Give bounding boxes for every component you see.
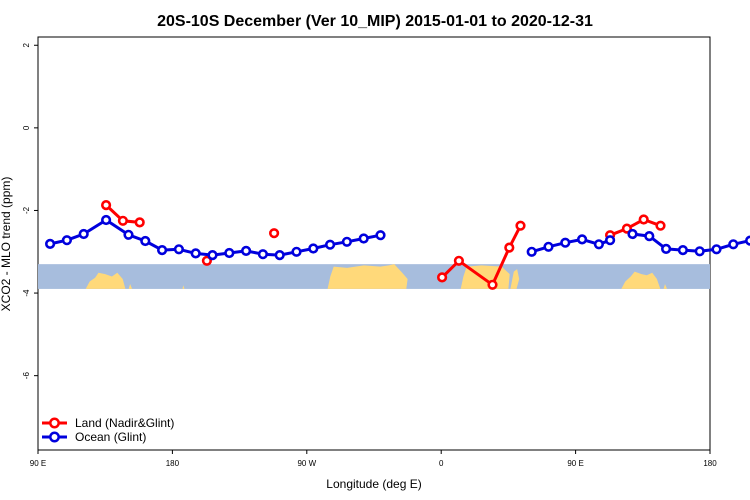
data-point <box>274 250 285 261</box>
legend-marker-ocean <box>49 431 60 443</box>
y-axis-ticks: 2 0 -2 -4 -6 <box>22 42 38 379</box>
data-point <box>660 243 672 254</box>
data-point <box>134 217 145 228</box>
data-point <box>100 200 112 211</box>
y-axis-label: XCO2 - MLO trend (ppm) <box>0 177 13 312</box>
data-point <box>325 239 336 250</box>
data-point <box>291 246 302 257</box>
y-tick: 2 <box>22 42 38 47</box>
land-strip <box>85 264 667 289</box>
data-point <box>117 215 128 226</box>
data-point <box>157 245 168 256</box>
y-tick: -4 <box>22 289 38 297</box>
data-point <box>453 255 465 266</box>
data-point <box>123 229 134 240</box>
x-axis-label: Longitude (deg E) <box>326 477 421 491</box>
legend-marker-land <box>49 417 60 429</box>
legend-item-ocean: Ocean (Glint) <box>42 430 146 444</box>
series-land <box>100 200 666 290</box>
data-point <box>515 220 526 231</box>
data-point <box>241 245 252 256</box>
data-point <box>711 244 722 255</box>
x-tick-label: 90 E <box>30 459 46 468</box>
data-point <box>341 236 353 247</box>
data-point <box>173 244 184 255</box>
x-tick-label: 180 <box>166 459 180 468</box>
series-ocean <box>44 214 750 261</box>
data-point <box>487 279 498 290</box>
series-layer <box>44 200 750 290</box>
x-tick-label: 90 E <box>567 459 583 468</box>
data-point <box>375 230 386 241</box>
x-tick: 180 <box>703 450 717 468</box>
data-point <box>576 234 588 245</box>
x-tick-label: 0 <box>439 459 444 468</box>
y-tick-label: 2 <box>22 42 31 47</box>
data-point <box>358 233 369 244</box>
x-tick: 0 <box>439 450 444 468</box>
x-tick: 90 W <box>297 450 317 468</box>
chart-title: 20S-10S December (Ver 10_MIP) 2015-01-01… <box>157 13 593 30</box>
data-point <box>694 246 705 257</box>
legend: Land (Nadir&Glint) Ocean (Glint) <box>42 416 174 444</box>
data-point <box>593 239 605 250</box>
series-line <box>609 218 662 237</box>
plot-area: 90 E 180 90 W 0 90 E 180 2 0 -2 -4 -6 <box>22 36 750 468</box>
data-point <box>560 237 571 248</box>
plot-frame <box>37 36 711 451</box>
data-point <box>269 228 280 239</box>
x-axis-ticks: 90 E 180 90 W 0 90 E 180 <box>30 450 717 468</box>
y-tick: -6 <box>22 372 38 380</box>
data-point <box>140 235 151 247</box>
x-tick: 90 E <box>567 450 584 468</box>
y-tick-label: -2 <box>22 206 31 214</box>
data-point <box>644 231 655 242</box>
x-tick-label: 90 W <box>297 459 316 468</box>
data-point <box>308 243 319 254</box>
data-point <box>224 247 235 259</box>
data-point <box>201 255 212 266</box>
data-point <box>543 241 554 252</box>
data-point <box>207 250 218 261</box>
legend-label-ocean: Ocean (Glint) <box>75 430 146 444</box>
data-point <box>61 235 73 246</box>
x-tick-label: 180 <box>703 459 717 468</box>
y-tick: 0 <box>22 125 38 130</box>
land-ocean-band <box>38 264 710 289</box>
data-point <box>745 235 750 246</box>
data-point <box>655 220 666 231</box>
data-point <box>604 235 616 246</box>
data-point <box>190 248 201 259</box>
y-tick-label: -4 <box>22 289 31 297</box>
data-point <box>728 239 739 250</box>
data-point <box>638 214 649 225</box>
data-point <box>677 245 689 256</box>
legend-item-land: Land (Nadir&Glint) <box>42 416 174 430</box>
y-tick-label: -6 <box>22 372 31 380</box>
x-tick: 90 E <box>30 450 46 468</box>
series-line <box>49 218 381 257</box>
y-tick-label: 0 <box>22 125 31 130</box>
y-tick: -2 <box>22 206 38 214</box>
data-point <box>100 214 112 226</box>
data-point <box>78 228 89 240</box>
data-point <box>504 242 515 253</box>
x-tick: 180 <box>166 450 180 468</box>
series-line <box>632 232 750 253</box>
data-point <box>437 272 448 283</box>
legend-label-land: Land (Nadir&Glint) <box>75 416 174 430</box>
data-point <box>627 228 638 240</box>
data-point <box>44 238 56 249</box>
data-point <box>257 249 269 260</box>
data-point <box>526 246 537 257</box>
